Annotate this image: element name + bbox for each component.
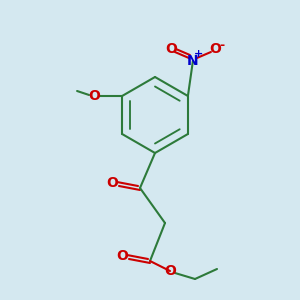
Text: +: + bbox=[194, 49, 203, 59]
Text: O: O bbox=[164, 264, 176, 278]
Text: O: O bbox=[116, 249, 128, 263]
Text: N: N bbox=[187, 54, 199, 68]
Text: O: O bbox=[106, 176, 118, 190]
Text: O: O bbox=[165, 42, 177, 56]
Text: O: O bbox=[209, 42, 221, 56]
Text: -: - bbox=[219, 40, 224, 52]
Text: O: O bbox=[88, 89, 100, 103]
